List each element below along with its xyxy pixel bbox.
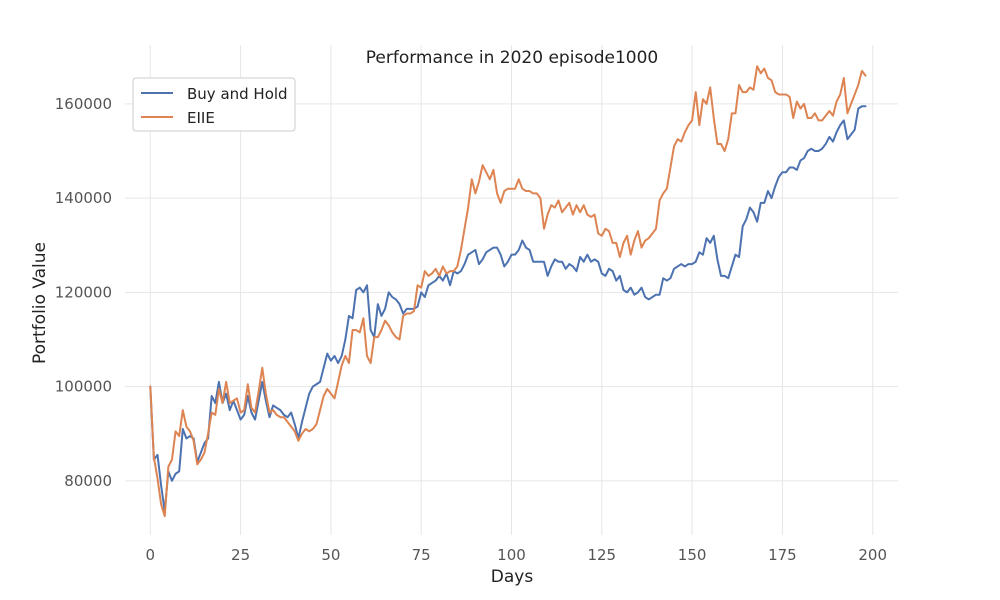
series-line-eiie	[149, 65, 867, 518]
series-lines	[149, 65, 867, 518]
y-tick-label: 160000	[55, 95, 112, 113]
legend-label-eiie: EIIE	[187, 109, 215, 127]
x-tick-labels: 0 25 50 75 100 125 150 175 200	[146, 546, 888, 564]
legend-box	[132, 77, 296, 132]
x-tick-label: 50	[321, 546, 340, 564]
x-axis-label: Days	[491, 567, 534, 587]
y-tick-label: 140000	[55, 189, 112, 207]
x-tick-label: 100	[497, 546, 526, 564]
chart-title: Performance in 2020 episode1000	[366, 48, 658, 68]
x-tick-label: 0	[146, 546, 156, 564]
x-tick-label: 125	[587, 546, 616, 564]
series-line-buy-and-hold	[149, 105, 867, 513]
y-tick-label: 80000	[64, 472, 112, 490]
y-axis-label: Portfolio Value	[30, 242, 50, 364]
y-tick-label: 120000	[55, 283, 112, 301]
x-tick-label: 200	[858, 546, 887, 564]
legend-label-buy-and-hold: Buy and Hold	[187, 85, 288, 103]
x-tick-label: 75	[412, 546, 431, 564]
x-tick-label: 25	[231, 546, 250, 564]
y-tick-label: 100000	[55, 378, 112, 396]
x-tick-label: 175	[768, 546, 797, 564]
x-tick-label: 150	[678, 546, 707, 564]
y-tick-labels: 80000 100000 120000 140000 160000	[55, 95, 112, 490]
legend: Buy and Hold EIIE	[132, 77, 296, 132]
